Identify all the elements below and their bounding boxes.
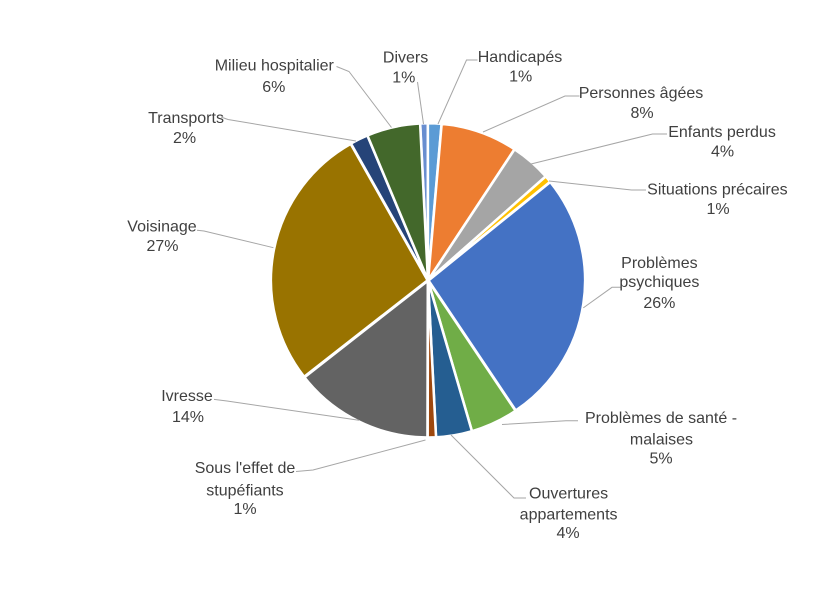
svg-text:malaises: malaises	[630, 432, 693, 449]
svg-text:1%: 1%	[706, 201, 729, 218]
svg-text:Milieu hospitalier: Milieu hospitalier	[215, 58, 335, 75]
svg-text:Sous l'effet de: Sous l'effet de	[195, 460, 296, 477]
svg-text:Handicapés: Handicapés	[478, 49, 563, 66]
svg-text:8%: 8%	[630, 105, 653, 122]
svg-text:appartements: appartements	[520, 507, 618, 524]
svg-text:27%: 27%	[146, 238, 178, 255]
svg-text:Divers: Divers	[383, 50, 428, 67]
svg-text:2%: 2%	[173, 130, 196, 147]
svg-text:14%: 14%	[172, 409, 204, 426]
svg-text:4%: 4%	[711, 144, 734, 161]
svg-text:26%: 26%	[643, 295, 675, 312]
svg-text:Voisinage: Voisinage	[127, 219, 196, 236]
svg-text:Problèmes de santé -: Problèmes de santé -	[585, 410, 737, 427]
svg-text:Situations précaires: Situations précaires	[647, 182, 788, 199]
svg-text:Ouvertures: Ouvertures	[529, 486, 608, 503]
svg-text:Problèmes: Problèmes	[621, 255, 697, 272]
svg-text:psychiques: psychiques	[619, 274, 699, 291]
svg-text:4%: 4%	[556, 525, 579, 542]
svg-text:Enfants perdus: Enfants perdus	[668, 124, 776, 141]
svg-text:Personnes âgées: Personnes âgées	[579, 85, 704, 102]
svg-text:Ivresse: Ivresse	[161, 388, 213, 405]
svg-text:stupéfiants: stupéfiants	[206, 483, 283, 500]
svg-text:1%: 1%	[509, 69, 532, 86]
svg-text:1%: 1%	[392, 70, 415, 87]
svg-text:1%: 1%	[233, 501, 256, 518]
svg-text:6%: 6%	[262, 79, 285, 96]
svg-text:Transports: Transports	[148, 110, 224, 127]
svg-text:5%: 5%	[649, 451, 672, 468]
